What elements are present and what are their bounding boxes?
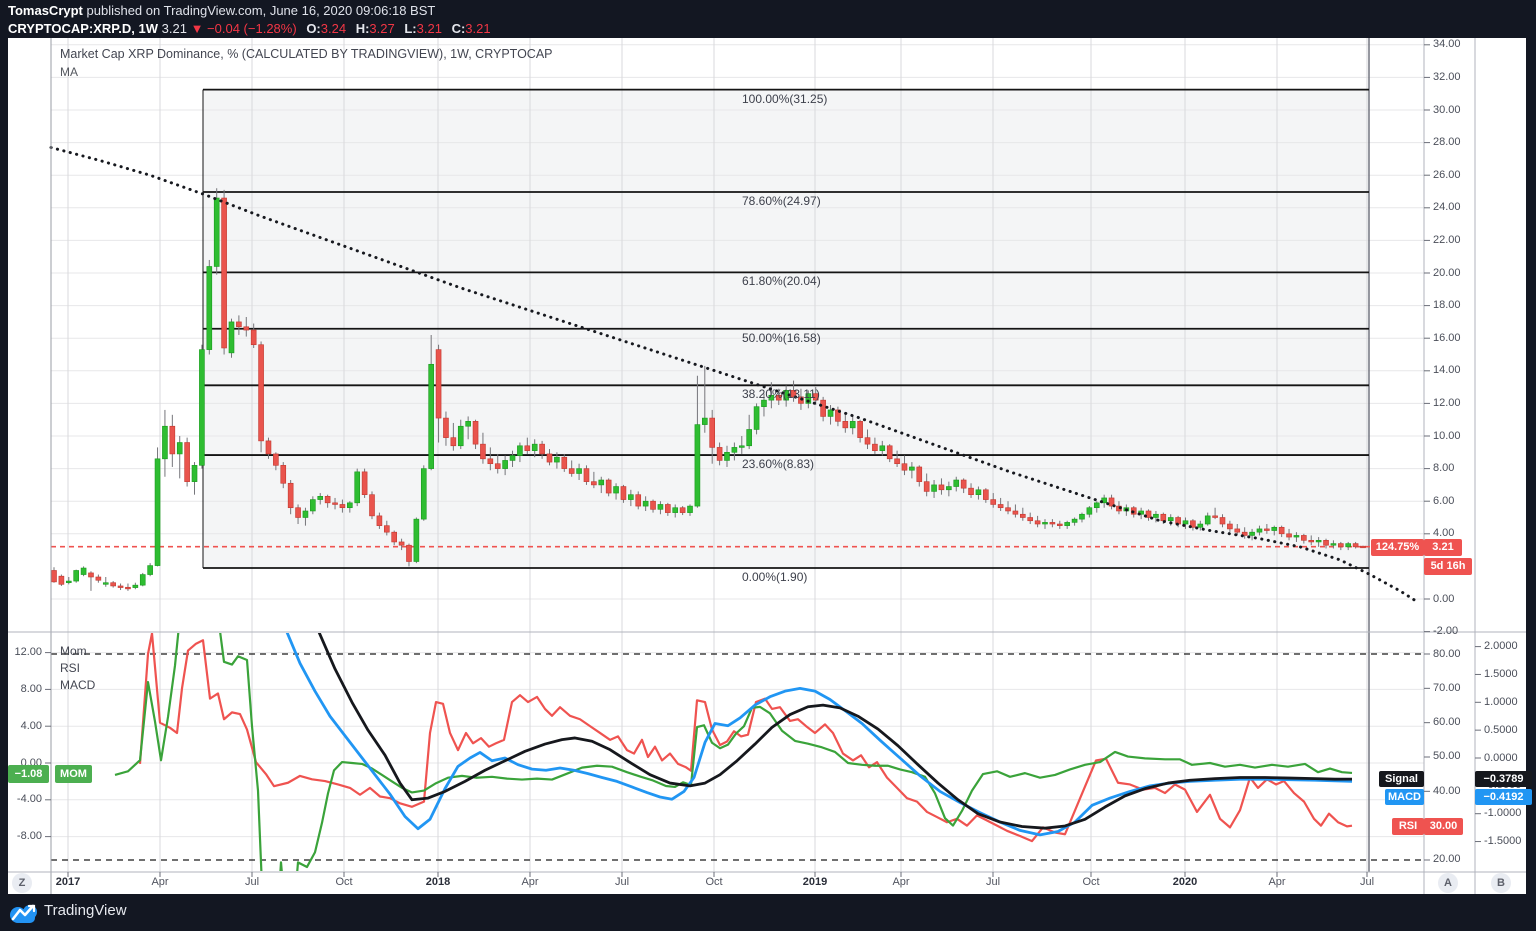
tradingview-logo-icon[interactable] [9, 900, 41, 926]
macd-axis-tick: 0.5000 [1484, 724, 1518, 736]
open-label: O: [306, 21, 321, 36]
macd-axis-tick: 1.0000 [1484, 696, 1518, 708]
time-tick-label[interactable]: Apr [892, 876, 910, 888]
mom-value-badge: −1.08 [8, 765, 49, 783]
fib-level-label: 0.00%(1.90) [742, 570, 808, 584]
footer-bar [0, 894, 1536, 931]
price-axis-tick: 18.00 [1433, 299, 1461, 311]
high-value: 3.27 [369, 21, 395, 36]
price-axis-tick: 30.00 [1433, 104, 1461, 116]
chart-title: Market Cap XRP Dominance, % (CALCULATED … [60, 47, 553, 61]
price-change: ▼ −0.04 (−1.28%) [190, 21, 297, 36]
time-tick-label[interactable]: Apr [151, 876, 169, 888]
macd-axis-tick: 2.0000 [1484, 640, 1518, 652]
byline-text: published on TradingView.com, June 16, 2… [82, 3, 436, 18]
time-tick-label[interactable]: Jul [985, 876, 1001, 888]
rsi-axis-tick: 60.00 [1433, 716, 1461, 728]
time-tick-label[interactable]: Jul [1359, 876, 1375, 888]
macd-axis-tick: -1.0000 [1484, 807, 1522, 819]
macd-axis-tick: 1.5000 [1484, 668, 1518, 680]
open-value: 3.24 [320, 21, 347, 36]
price-axis-tick: 28.00 [1433, 136, 1461, 148]
low-label: L: [404, 21, 417, 36]
price-axis-tick: 22.00 [1433, 234, 1461, 246]
ma-indicator-label: MA [60, 65, 78, 79]
scale-b-button[interactable]: B [1491, 873, 1511, 893]
close-label: C: [451, 21, 466, 36]
time-tick-label[interactable]: Oct [335, 876, 353, 888]
fib-level-label: 50.00%(16.58) [742, 331, 821, 345]
symbol-name: CRYPTOCAP:XRP.D, 1W [8, 21, 159, 36]
bar-countdown-badge: 5d 16h [1424, 558, 1472, 575]
fib-level-label: 23.60%(8.83) [742, 457, 815, 471]
mom-axis-tick: 8.00 [20, 683, 42, 695]
time-tick-label[interactable]: 2017 [55, 876, 81, 888]
time-tick-label[interactable]: Oct [1082, 876, 1100, 888]
macd-axis-tick: -1.5000 [1484, 835, 1522, 847]
publish-byline: TomasCrypt published on TradingView.com,… [8, 3, 435, 18]
rsi-value-badge: 30.00 [1424, 818, 1463, 835]
scale-a-button[interactable]: A [1438, 873, 1458, 893]
indicator-label-mom: Mom [60, 644, 87, 658]
macd-axis-tick: 0.0000 [1484, 752, 1518, 764]
price-value-badge: 3.21 [1424, 539, 1462, 556]
fib-level-label: 61.80%(20.04) [742, 274, 821, 288]
rsi-axis-tick: 50.00 [1433, 750, 1461, 762]
mom-axis-tick: 12.00 [14, 646, 42, 658]
fib-level-label: 38.20%(13.11) [742, 387, 820, 401]
last-price: 3.21 [161, 21, 187, 36]
price-axis-tick: 10.00 [1433, 430, 1461, 442]
mom-axis-tick: -4.00 [16, 793, 42, 805]
price-axis-tick: 6.00 [1433, 495, 1455, 507]
price-axis-tick: 26.00 [1433, 169, 1461, 181]
time-tick-label[interactable]: 2019 [802, 876, 828, 888]
price-axis-tick: 32.00 [1433, 71, 1461, 83]
mom-axis-tick: -8.00 [16, 830, 42, 842]
indicator-label-rsi: RSI [60, 661, 81, 675]
price-axis-tick: 16.00 [1433, 332, 1461, 344]
price-percent-badge: 124.75% [1371, 539, 1424, 556]
time-tick-label[interactable]: Oct [705, 876, 723, 888]
time-tick-label[interactable]: 2018 [425, 876, 451, 888]
indicator-label-macd: MACD [60, 678, 96, 692]
time-tick-label[interactable]: Jul [614, 876, 630, 888]
time-tick-label[interactable]: Apr [1268, 876, 1286, 888]
price-axis-tick: 12.00 [1433, 397, 1461, 409]
price-axis-tick: 14.00 [1433, 364, 1461, 376]
rsi-axis-tick: 20.00 [1433, 853, 1461, 865]
close-value: 3.21 [465, 21, 491, 36]
price-axis-tick: -2.00 [1433, 625, 1459, 637]
time-tick-label[interactable]: Apr [521, 876, 539, 888]
price-axis-tick: 24.00 [1433, 201, 1461, 213]
mom-tag-badge: MOM [55, 765, 92, 783]
low-value: 3.21 [416, 21, 442, 36]
tradingview-logo-text[interactable]: TradingView [44, 902, 127, 919]
time-tick-label[interactable]: 2020 [1172, 876, 1198, 888]
price-axis-tick: 0.00 [1433, 593, 1455, 605]
macd-tag-badge: MACD [1385, 789, 1424, 805]
symbol-status-line: CRYPTOCAP:XRP.D, 1W 3.21 ▼ −0.04 (−1.28%… [8, 21, 491, 36]
high-label: H: [355, 21, 370, 36]
price-axis-tick: 4.00 [1433, 527, 1455, 539]
signal-value-badge: −0.3789 [1475, 771, 1532, 787]
fib-level-label: 78.60%(24.97) [742, 194, 821, 208]
price-axis-tick: 8.00 [1433, 462, 1455, 474]
price-axis-tick: 34.00 [1433, 38, 1461, 50]
rsi-axis-tick: 80.00 [1433, 648, 1461, 660]
fib-level-label: 100.00%(31.25) [742, 92, 828, 106]
macd-value-badge: −0.4192 [1475, 789, 1532, 805]
rsi-axis-tick: 40.00 [1433, 785, 1461, 797]
price-axis-tick: 20.00 [1433, 267, 1461, 279]
timezone-button[interactable]: Z [12, 873, 32, 893]
signal-tag-badge: Signal [1379, 771, 1424, 787]
rsi-tag-badge: RSI [1392, 818, 1424, 835]
mom-axis-tick: 4.00 [20, 720, 42, 732]
time-tick-label[interactable]: Jul [244, 876, 260, 888]
author-name: TomasCrypt [8, 3, 83, 18]
rsi-axis-tick: 70.00 [1433, 682, 1461, 694]
